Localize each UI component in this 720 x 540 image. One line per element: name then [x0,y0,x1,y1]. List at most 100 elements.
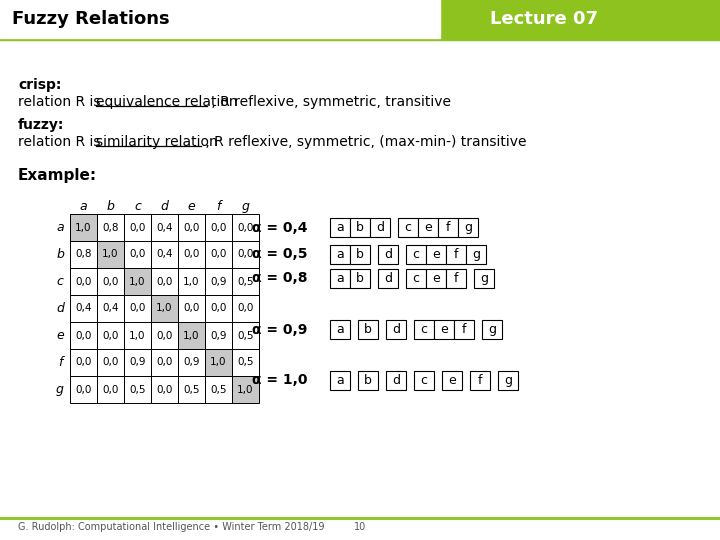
Bar [330,245,350,264]
Text: g: g [472,248,480,261]
Text: α = 1,0: α = 1,0 [252,374,307,388]
Bar [70,322,97,349]
Bar [418,218,438,237]
Text: 0,5: 0,5 [210,384,227,395]
Text: e: e [424,221,432,234]
Bar [205,322,232,349]
Bar [446,269,466,288]
Bar [70,241,97,268]
Bar [232,349,259,376]
Bar [426,245,446,264]
Text: 0,8: 0,8 [76,249,91,260]
Text: 0,0: 0,0 [102,330,119,341]
Text: d: d [161,200,168,213]
Text: 0,4: 0,4 [102,303,119,314]
Bar [474,269,494,288]
Bar [124,349,151,376]
Text: crisp:: crisp: [18,78,61,92]
Text: G. Rudolph: Computational Intelligence • Winter Term 2018/19: G. Rudolph: Computational Intelligence •… [18,522,325,532]
Text: 0,0: 0,0 [238,222,253,233]
Text: 0,5: 0,5 [184,384,199,395]
Bar [124,241,151,268]
Text: 0,0: 0,0 [210,249,227,260]
Text: 0,0: 0,0 [184,249,199,260]
Text: g: g [464,221,472,234]
Text: d: d [392,374,400,387]
Text: α = 0,8: α = 0,8 [252,272,307,286]
Text: e: e [432,272,440,285]
Text: Example:: Example: [18,168,97,183]
Text: f: f [454,248,458,261]
Bar [124,268,151,295]
Text: 0,4: 0,4 [156,249,173,260]
Text: 0,0: 0,0 [156,276,173,287]
Text: e: e [448,374,456,387]
Text: a: a [336,374,344,387]
Text: Lecture 07: Lecture 07 [490,10,598,28]
Text: c: c [413,248,420,261]
Text: 0,0: 0,0 [156,384,173,395]
Bar [178,241,205,268]
Bar [97,295,124,322]
Bar [97,322,124,349]
Text: d: d [376,221,384,234]
Bar [70,295,97,322]
Text: 0,9: 0,9 [210,276,227,287]
Text: 0,0: 0,0 [102,384,119,395]
Bar [97,349,124,376]
Text: e: e [56,329,64,342]
Bar [232,295,259,322]
Bar [442,371,462,390]
Text: f: f [216,200,221,213]
Bar [151,241,178,268]
Text: c: c [413,272,420,285]
Text: b: b [56,248,64,261]
Bar [386,320,406,339]
Text: a: a [336,221,344,234]
Bar [151,349,178,376]
Text: b: b [107,200,114,213]
Text: 0,0: 0,0 [238,303,253,314]
Text: α = 0,9: α = 0,9 [252,322,307,336]
Bar [414,320,434,339]
Bar [151,322,178,349]
Text: 1,0: 1,0 [130,276,145,287]
Bar [70,214,97,241]
Text: c: c [57,275,63,288]
Text: 0,5: 0,5 [238,357,253,368]
Bar [70,376,97,403]
Text: d: d [56,302,64,315]
Text: 1,0: 1,0 [156,303,173,314]
Bar [370,218,390,237]
Bar [178,295,205,322]
Text: 0,5: 0,5 [238,330,253,341]
Bar [232,376,259,403]
Bar [406,269,426,288]
Text: b: b [356,221,364,234]
Bar [378,245,398,264]
Bar [124,376,151,403]
Bar [205,214,232,241]
Bar [70,268,97,295]
Bar [232,214,259,241]
Text: 0,0: 0,0 [210,303,227,314]
Bar [232,268,259,295]
Bar [330,218,350,237]
Text: 0,0: 0,0 [76,276,91,287]
Bar [398,218,418,237]
Bar [205,241,232,268]
Text: 10: 10 [354,522,366,532]
Bar [178,322,205,349]
Text: 0,0: 0,0 [184,222,199,233]
Bar [124,214,151,241]
Text: 0,0: 0,0 [102,276,119,287]
Text: equivalence relation: equivalence relation [96,95,238,109]
Bar [406,245,426,264]
Text: b: b [356,272,364,285]
Bar [205,268,232,295]
Bar [124,295,151,322]
Text: 1,0: 1,0 [238,384,253,395]
Bar [386,371,406,390]
Bar [232,322,259,349]
Text: g: g [488,323,496,336]
